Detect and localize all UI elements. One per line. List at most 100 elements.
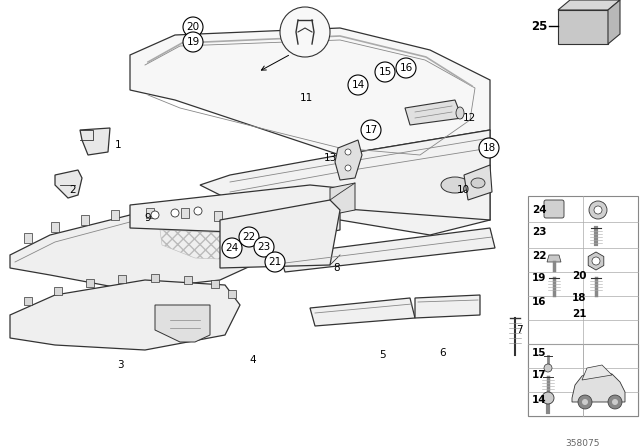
Ellipse shape (471, 178, 485, 188)
Polygon shape (271, 227, 279, 237)
Polygon shape (464, 165, 492, 200)
Circle shape (396, 58, 416, 78)
Polygon shape (86, 279, 94, 287)
Text: 15: 15 (532, 348, 547, 358)
Circle shape (171, 209, 179, 217)
Text: 16: 16 (399, 63, 413, 73)
Polygon shape (184, 276, 192, 284)
Polygon shape (608, 0, 620, 44)
Polygon shape (24, 233, 32, 243)
Circle shape (222, 238, 242, 258)
Polygon shape (214, 211, 222, 221)
Polygon shape (151, 274, 159, 282)
Polygon shape (10, 280, 240, 350)
Text: 23: 23 (532, 227, 547, 237)
Circle shape (183, 32, 203, 52)
Circle shape (592, 257, 600, 265)
Ellipse shape (456, 107, 464, 119)
Text: 15: 15 (378, 67, 392, 77)
Polygon shape (415, 295, 480, 318)
Circle shape (578, 395, 592, 409)
Text: 1: 1 (115, 140, 122, 150)
Text: 13: 13 (323, 153, 337, 163)
Circle shape (345, 165, 351, 171)
Polygon shape (155, 305, 210, 342)
Text: 25: 25 (532, 20, 548, 33)
Polygon shape (111, 210, 119, 220)
Text: 9: 9 (145, 213, 151, 223)
Text: 7: 7 (516, 325, 522, 335)
Text: 10: 10 (456, 185, 470, 195)
Polygon shape (211, 280, 219, 288)
Circle shape (183, 17, 203, 37)
Ellipse shape (441, 177, 469, 193)
Circle shape (594, 206, 602, 214)
Polygon shape (10, 215, 290, 290)
Circle shape (239, 227, 259, 247)
Text: 14: 14 (532, 395, 547, 405)
Text: 6: 6 (440, 348, 446, 358)
Polygon shape (330, 183, 355, 215)
Text: 19: 19 (186, 37, 200, 47)
Circle shape (589, 201, 607, 219)
Text: 8: 8 (333, 263, 340, 273)
Polygon shape (335, 140, 362, 180)
Text: 23: 23 (257, 242, 271, 252)
Circle shape (194, 207, 202, 215)
Polygon shape (228, 290, 236, 298)
Polygon shape (572, 372, 625, 402)
Circle shape (544, 364, 552, 372)
Text: 18: 18 (483, 143, 495, 153)
Polygon shape (340, 130, 490, 220)
Text: 22: 22 (243, 232, 255, 242)
Text: 20: 20 (572, 271, 586, 281)
Circle shape (265, 252, 285, 272)
Polygon shape (246, 218, 254, 228)
Text: 11: 11 (300, 93, 312, 103)
Text: 24: 24 (225, 243, 239, 253)
Polygon shape (130, 28, 490, 165)
Text: 18: 18 (572, 293, 586, 303)
Polygon shape (181, 208, 189, 218)
Text: 20: 20 (186, 22, 200, 32)
Circle shape (582, 399, 588, 405)
Circle shape (608, 395, 622, 409)
Bar (528, 344, 638, 416)
Text: 2: 2 (70, 185, 76, 195)
Polygon shape (405, 100, 462, 125)
Polygon shape (200, 130, 490, 235)
Polygon shape (280, 228, 495, 272)
Polygon shape (582, 365, 612, 380)
Text: 22: 22 (532, 251, 547, 261)
Polygon shape (558, 10, 608, 44)
Text: 24: 24 (532, 205, 547, 215)
Text: 358075: 358075 (566, 439, 600, 448)
FancyBboxPatch shape (544, 200, 564, 218)
Circle shape (612, 399, 618, 405)
Polygon shape (24, 297, 32, 305)
Polygon shape (118, 275, 126, 283)
Text: 21: 21 (572, 309, 586, 319)
Text: 19: 19 (532, 273, 547, 283)
Polygon shape (310, 298, 415, 326)
Polygon shape (81, 215, 89, 225)
Text: 17: 17 (364, 125, 378, 135)
Circle shape (479, 138, 499, 158)
Circle shape (361, 120, 381, 140)
Polygon shape (146, 208, 154, 218)
Circle shape (254, 237, 274, 257)
Bar (528, 196, 638, 416)
Circle shape (542, 392, 554, 404)
Text: 12: 12 (462, 113, 476, 123)
Text: 21: 21 (268, 257, 282, 267)
Polygon shape (130, 185, 340, 235)
Circle shape (280, 7, 330, 57)
Text: 14: 14 (351, 80, 365, 90)
Circle shape (348, 75, 368, 95)
Text: 4: 4 (250, 355, 256, 365)
Polygon shape (80, 128, 110, 155)
Text: 17: 17 (532, 370, 547, 380)
Circle shape (375, 62, 395, 82)
Text: 3: 3 (116, 360, 124, 370)
Polygon shape (220, 200, 340, 268)
